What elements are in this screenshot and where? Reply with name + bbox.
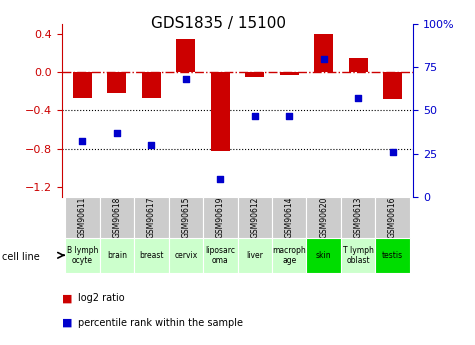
Text: GSM90613: GSM90613 [353, 197, 362, 238]
Text: skin: skin [316, 251, 332, 260]
Bar [203, 238, 238, 273]
Text: liver: liver [247, 251, 263, 260]
Bar [142, 72, 161, 98]
Text: GSM90614: GSM90614 [285, 197, 294, 238]
Bar [107, 72, 126, 93]
Bar [203, 197, 238, 238]
Text: GSM90611: GSM90611 [78, 197, 87, 238]
Point [251, 113, 258, 118]
Bar [238, 238, 272, 273]
Text: GSM90618: GSM90618 [113, 197, 122, 238]
Bar [100, 197, 134, 238]
Bar [73, 72, 92, 98]
Text: cell line: cell line [2, 252, 40, 262]
Point [354, 96, 362, 101]
Bar [169, 197, 203, 238]
Point [217, 177, 224, 182]
Text: breast: breast [139, 251, 163, 260]
Point [285, 113, 293, 118]
Bar [280, 72, 299, 75]
Bar [65, 238, 100, 273]
Text: cervix: cervix [174, 251, 198, 260]
Text: GSM90615: GSM90615 [181, 197, 190, 238]
Bar [314, 34, 333, 72]
Text: testis: testis [382, 251, 403, 260]
Text: GDS1835 / 15100: GDS1835 / 15100 [151, 16, 286, 30]
Bar [134, 197, 169, 238]
Text: GSM90620: GSM90620 [319, 197, 328, 238]
Text: B lymph
ocyte: B lymph ocyte [67, 246, 98, 265]
Bar [375, 197, 410, 238]
Bar [272, 197, 306, 238]
Bar [306, 197, 341, 238]
Bar [134, 238, 169, 273]
Text: GSM90616: GSM90616 [388, 197, 397, 238]
Bar [245, 72, 264, 77]
Bar [272, 238, 306, 273]
Bar [375, 238, 410, 273]
Text: GSM90617: GSM90617 [147, 197, 156, 238]
Bar [176, 39, 195, 72]
Point [320, 56, 327, 61]
Bar [100, 238, 134, 273]
Bar [341, 238, 375, 273]
Text: ■: ■ [62, 318, 72, 327]
Point [182, 77, 190, 82]
Text: percentile rank within the sample: percentile rank within the sample [78, 318, 243, 327]
Point [79, 139, 86, 144]
Text: brain: brain [107, 251, 127, 260]
Text: T lymph
oblast: T lymph oblast [342, 246, 373, 265]
Point [113, 130, 121, 136]
Text: log2 ratio: log2 ratio [78, 294, 125, 303]
Bar [65, 197, 100, 238]
Bar [341, 197, 375, 238]
Bar [211, 72, 230, 151]
Point [148, 142, 155, 148]
Text: GSM90612: GSM90612 [250, 197, 259, 238]
Text: ■: ■ [62, 294, 72, 303]
Bar [349, 58, 368, 72]
Bar [306, 238, 341, 273]
Bar [238, 197, 272, 238]
Text: liposarc
oma: liposarc oma [205, 246, 235, 265]
Bar [383, 72, 402, 99]
Point [389, 149, 396, 155]
Text: macroph
age: macroph age [272, 246, 306, 265]
Text: GSM90619: GSM90619 [216, 197, 225, 238]
Bar [169, 238, 203, 273]
